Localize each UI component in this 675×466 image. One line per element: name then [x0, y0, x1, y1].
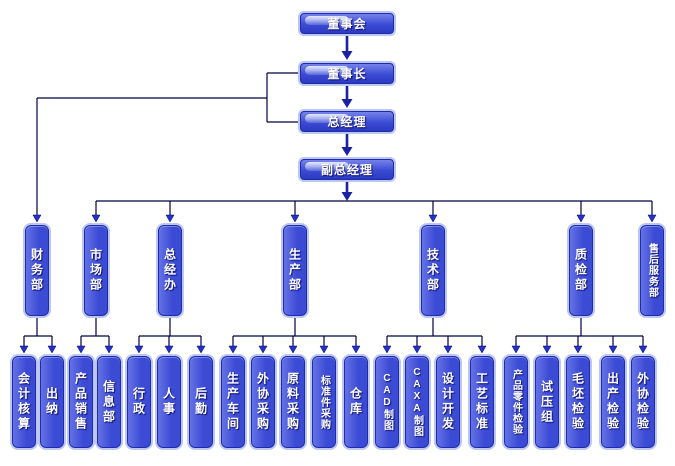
leaf-blank-inspection: 毛坯检验: [566, 356, 590, 448]
dept-production: 生产部: [283, 225, 307, 316]
leaf-standard-parts-procurement: 标准件采购: [312, 356, 336, 448]
node-board-of-directors: 董事会: [300, 13, 394, 34]
dept-marketing: 市场部: [84, 225, 108, 316]
leaf-warehouse: 仓库: [344, 356, 368, 448]
leaf-product-sales: 产品销售: [69, 356, 93, 448]
leaf-process-standards: 工艺标准: [470, 356, 494, 448]
dept-after-sales-service: 售后服务部: [640, 225, 664, 316]
leaf-hr: 人事: [157, 356, 181, 448]
dept-finance: 财务部: [25, 225, 49, 316]
leaf-production-inspection: 出产检验: [601, 356, 625, 448]
dept-technology: 技术部: [421, 225, 445, 316]
leaf-caxa-drafting: CAXA制图: [405, 356, 429, 448]
leaf-outsourced-procurement: 外协采购: [251, 356, 275, 448]
leaf-cad-drafting: CAD制图: [375, 356, 399, 448]
leaf-administration: 行政: [127, 356, 151, 448]
leaf-product-parts-inspection: 产品零件检验: [504, 356, 528, 448]
leaf-production-workshop: 生产车间: [221, 356, 245, 448]
leaf-outsourced-inspection: 外协检验: [631, 356, 655, 448]
leaf-cashier: 出纳: [40, 356, 64, 448]
node-chairman: 董事长: [300, 63, 394, 84]
leaf-pressure-test-group: 试压组: [535, 356, 559, 448]
node-general-manager: 总经理: [300, 111, 394, 132]
leaf-design-development: 设计开发: [436, 356, 460, 448]
dept-gm-office: 总经办: [158, 225, 182, 316]
leaf-raw-material-procurement: 原料采购: [281, 356, 305, 448]
connector-line-paths: [23, 72, 653, 349]
leaf-accounting: 会计核算: [12, 356, 36, 448]
leaf-logistics: 后勤: [189, 356, 213, 448]
branch-arrow-heads: [19, 214, 657, 354]
leaf-information-dept: 信息部: [97, 356, 121, 448]
node-deputy-general-manager: 副总经理: [300, 159, 394, 180]
dept-quality-inspection: 质检部: [569, 225, 593, 316]
